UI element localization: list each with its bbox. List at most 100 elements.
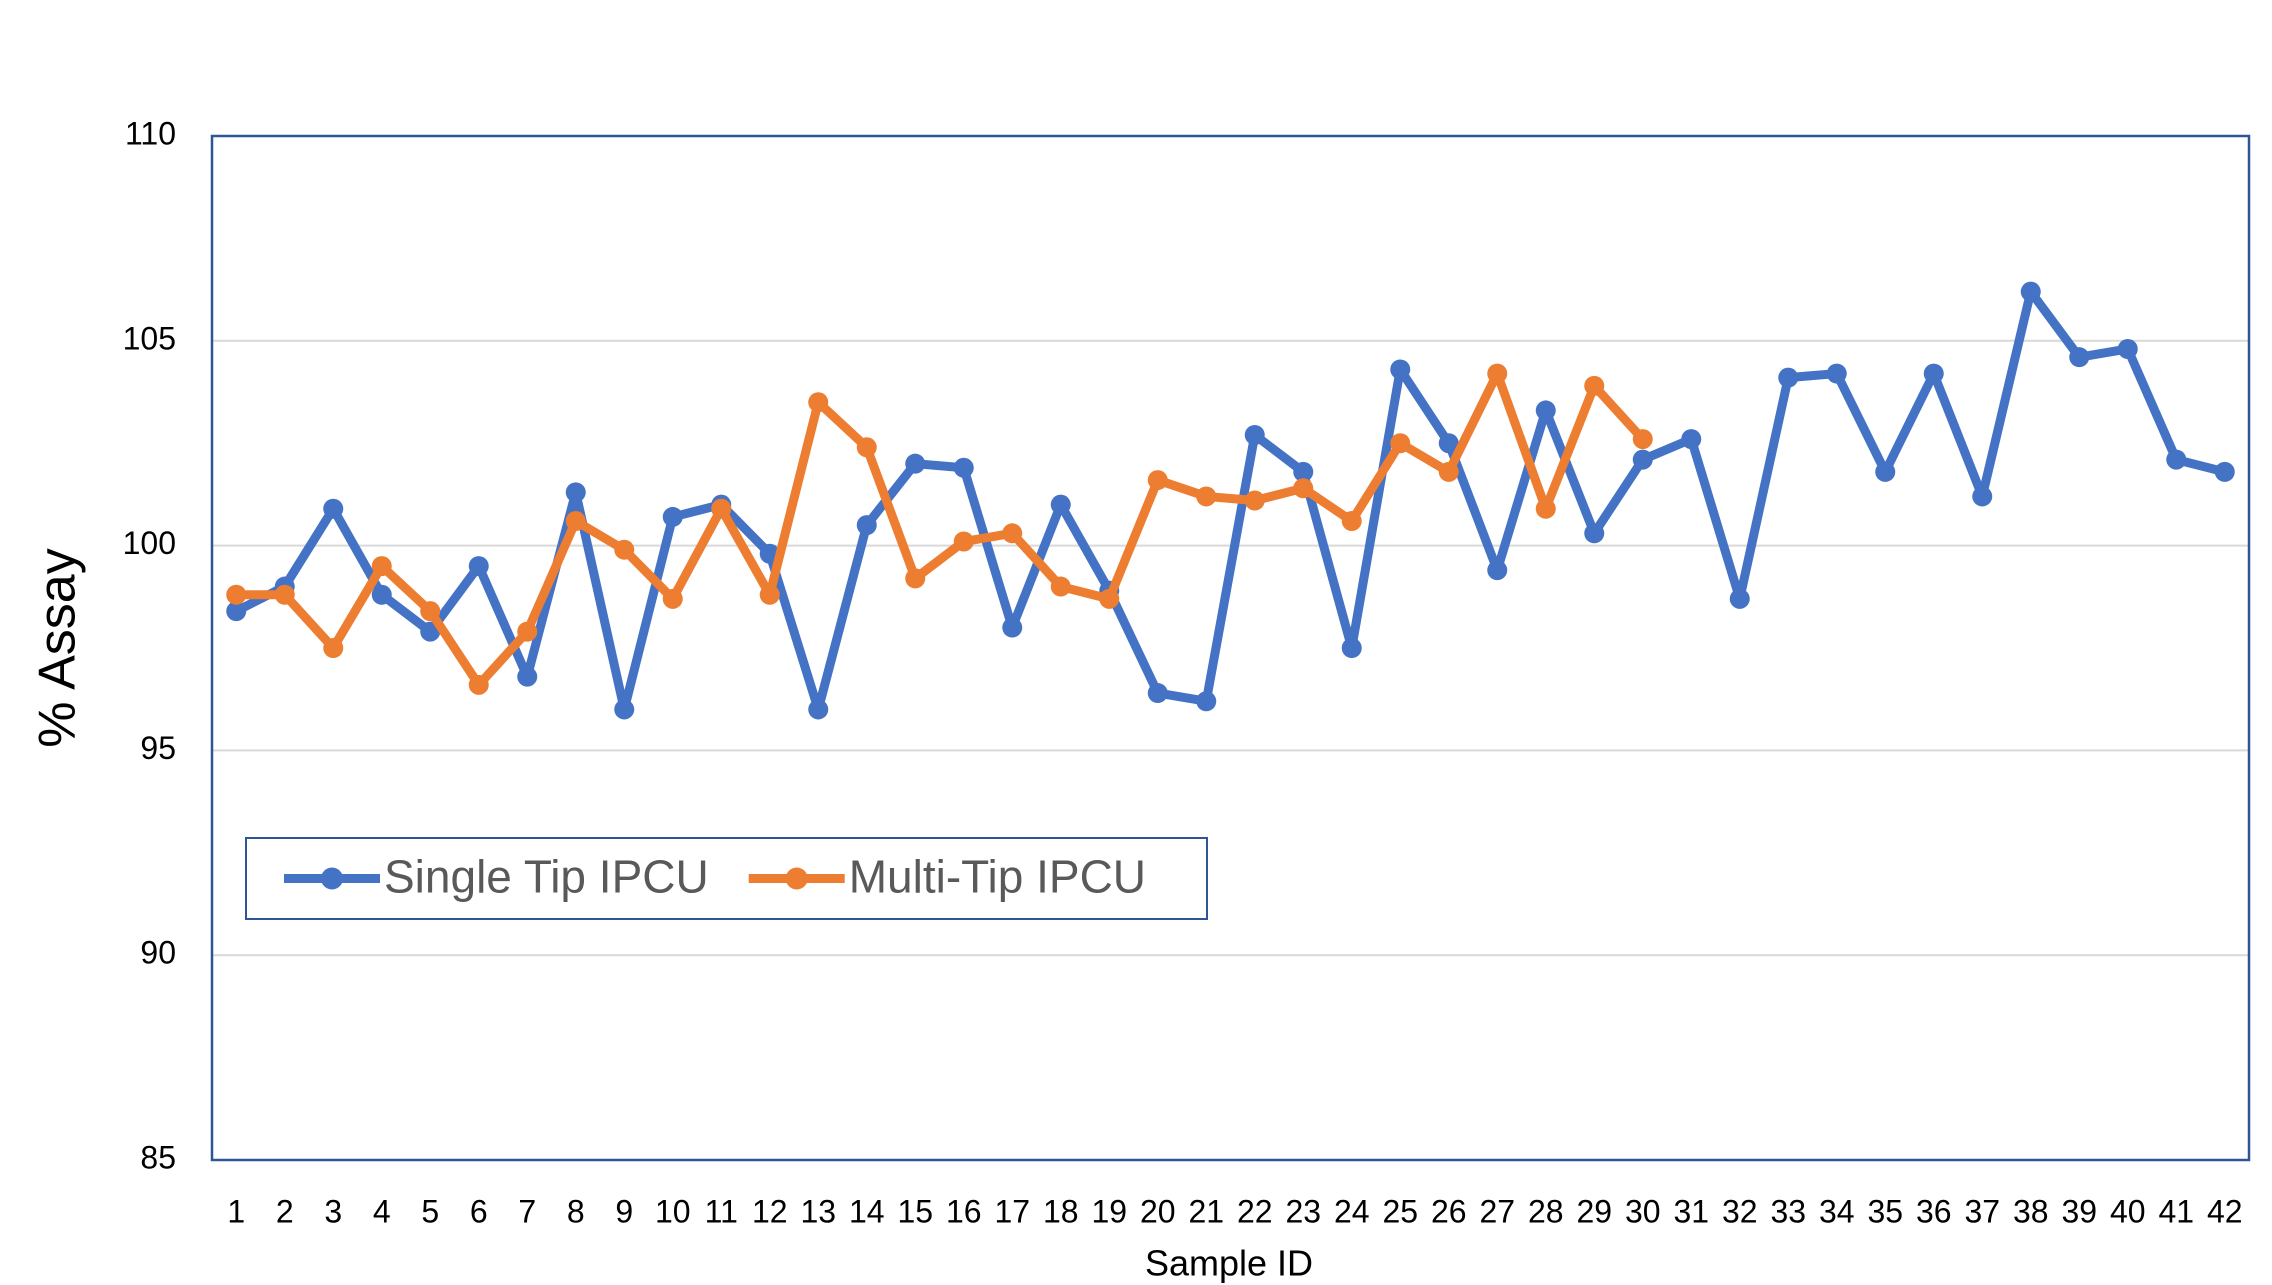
x-tick-label: 2 xyxy=(276,1193,294,1229)
data-point xyxy=(1341,511,1362,532)
data-point xyxy=(1293,478,1314,499)
x-tick-label: 4 xyxy=(373,1193,391,1229)
data-point xyxy=(565,482,586,503)
data-point xyxy=(1002,523,1023,544)
data-point xyxy=(1244,490,1265,511)
data-point xyxy=(1196,486,1217,507)
x-tick-label: 24 xyxy=(1334,1193,1370,1229)
data-point xyxy=(1778,367,1799,388)
data-point xyxy=(517,666,538,687)
data-point xyxy=(662,588,683,609)
data-point xyxy=(1099,588,1120,609)
x-tick-label: 13 xyxy=(800,1193,836,1229)
x-tick-label: 10 xyxy=(655,1193,691,1229)
y-axis-label: % Assay xyxy=(29,548,87,747)
y-tick-label: 85 xyxy=(140,1139,176,1175)
legend-box xyxy=(245,837,1208,920)
x-tick-label: 16 xyxy=(946,1193,982,1229)
x-tick-label: 17 xyxy=(994,1193,1030,1229)
data-point xyxy=(1487,363,1508,384)
data-point xyxy=(1632,429,1653,450)
legend-label: Single Tip IPCU xyxy=(384,851,709,903)
data-point xyxy=(371,556,392,577)
x-tick-label: 35 xyxy=(1867,1193,1903,1229)
legend-swatch-marker xyxy=(785,867,808,890)
data-point xyxy=(1244,425,1265,446)
x-tick-label: 3 xyxy=(324,1193,342,1229)
y-tick-label: 95 xyxy=(140,730,176,766)
data-point xyxy=(2117,338,2138,359)
data-point xyxy=(808,699,829,720)
data-point xyxy=(856,437,877,458)
y-tick-label: 110 xyxy=(125,115,176,151)
x-tick-label: 30 xyxy=(1625,1193,1661,1229)
data-point xyxy=(371,584,392,605)
x-tick-label: 28 xyxy=(1528,1193,1564,1229)
x-tick-label: 5 xyxy=(421,1193,439,1229)
x-tick-label: 39 xyxy=(2061,1193,2097,1229)
data-point xyxy=(2069,347,2090,368)
data-point xyxy=(808,392,829,413)
data-point xyxy=(662,506,683,527)
data-point xyxy=(468,556,489,577)
y-tick-label: 100 xyxy=(123,525,176,561)
data-point xyxy=(1535,400,1556,421)
data-point xyxy=(1390,433,1411,454)
y-tick-label: 90 xyxy=(140,935,176,971)
data-point xyxy=(1341,638,1362,658)
x-axis-label: Sample ID xyxy=(1145,1243,1313,1284)
data-point xyxy=(274,584,295,605)
data-point xyxy=(614,539,635,560)
data-point xyxy=(1147,470,1168,491)
data-point xyxy=(226,601,247,622)
x-tick-label: 21 xyxy=(1188,1193,1224,1229)
x-tick-label: 38 xyxy=(2013,1193,2049,1229)
data-point xyxy=(226,584,247,605)
data-point xyxy=(953,457,974,478)
x-tick-label: 29 xyxy=(1576,1193,1612,1229)
data-point xyxy=(1972,486,1993,507)
data-point xyxy=(565,511,586,532)
data-point xyxy=(2214,461,2235,482)
x-tick-label: 41 xyxy=(2158,1193,2194,1229)
data-point xyxy=(614,699,635,720)
data-point xyxy=(1050,576,1071,597)
x-tick-label: 6 xyxy=(470,1193,488,1229)
data-point xyxy=(1050,494,1071,515)
x-tick-label: 40 xyxy=(2110,1193,2146,1229)
x-tick-label: 23 xyxy=(1285,1193,1321,1229)
data-point xyxy=(953,531,974,552)
x-tick-label: 19 xyxy=(1091,1193,1127,1229)
x-tick-label: 36 xyxy=(1916,1193,1952,1229)
plot-frame xyxy=(210,134,2251,1162)
data-point xyxy=(1535,498,1556,519)
x-tick-label: 9 xyxy=(615,1193,633,1229)
x-tick-label: 37 xyxy=(1964,1193,2000,1229)
x-tick-label: 15 xyxy=(897,1193,933,1229)
x-tick-label: 25 xyxy=(1382,1193,1418,1229)
x-tick-label: 12 xyxy=(752,1193,788,1229)
x-tick-label: 1 xyxy=(227,1193,245,1229)
data-point xyxy=(1002,617,1023,638)
x-tick-label: 31 xyxy=(1673,1193,1709,1229)
data-point xyxy=(1438,433,1459,454)
data-point xyxy=(1875,461,1896,482)
x-tick-label: 32 xyxy=(1722,1193,1758,1229)
data-point xyxy=(517,621,538,642)
data-point xyxy=(1681,429,1702,450)
data-point xyxy=(420,601,441,622)
data-point xyxy=(905,453,926,474)
x-tick-label: 14 xyxy=(849,1193,885,1229)
legend-label: Multi-Tip IPCU xyxy=(849,851,1146,903)
data-point xyxy=(1584,375,1605,396)
x-tick-label: 8 xyxy=(567,1193,585,1229)
y-tick-label: 105 xyxy=(123,320,176,356)
data-point xyxy=(1826,363,1847,384)
x-tick-label: 42 xyxy=(2207,1193,2243,1229)
x-tick-label: 27 xyxy=(1479,1193,1515,1229)
data-point xyxy=(323,498,344,519)
x-tick-label: 22 xyxy=(1237,1193,1273,1229)
data-point xyxy=(1438,461,1459,482)
data-point xyxy=(468,674,489,695)
